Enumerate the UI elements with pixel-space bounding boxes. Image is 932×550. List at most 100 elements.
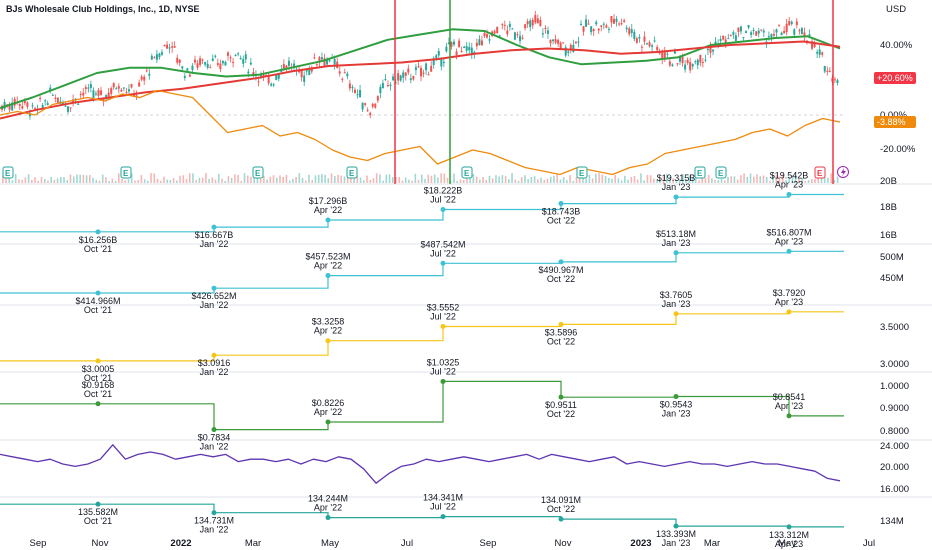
volume-bar bbox=[682, 174, 684, 183]
candle-body bbox=[427, 74, 430, 76]
volume-bar bbox=[462, 180, 465, 183]
candle-body bbox=[323, 58, 326, 67]
volume-bar bbox=[459, 179, 462, 183]
candle-body bbox=[816, 52, 819, 54]
price-y-tick: -20.00% bbox=[880, 144, 916, 155]
volume-bar bbox=[524, 175, 526, 183]
candle-body bbox=[729, 34, 732, 36]
candle-body bbox=[219, 63, 222, 70]
candle-body bbox=[326, 60, 329, 65]
candle-body bbox=[534, 15, 537, 23]
volume-bar bbox=[778, 176, 781, 183]
candle-body bbox=[120, 89, 123, 92]
volume-bar bbox=[653, 178, 655, 183]
volume-bar bbox=[501, 175, 504, 183]
volume-bar bbox=[111, 178, 114, 183]
volume-bar bbox=[311, 179, 314, 183]
volume-bar bbox=[350, 177, 352, 183]
candle-body bbox=[153, 57, 156, 59]
candle-body bbox=[328, 60, 331, 62]
volume-bar bbox=[433, 174, 436, 183]
volume-bar bbox=[723, 180, 726, 183]
candle-body bbox=[557, 39, 560, 44]
volume-bar bbox=[701, 176, 704, 183]
ratio-y-tick: 0.8000 bbox=[880, 426, 909, 437]
candle-body bbox=[270, 83, 273, 86]
volume-bar bbox=[379, 174, 381, 183]
shares-point bbox=[558, 516, 564, 522]
volume-bar bbox=[362, 180, 365, 183]
ratio-point bbox=[95, 401, 101, 407]
candle-body bbox=[780, 32, 783, 36]
volume-bar bbox=[234, 174, 236, 183]
volume-bar bbox=[578, 177, 581, 183]
candle-body bbox=[595, 21, 598, 25]
volume-bar bbox=[169, 180, 172, 183]
candle-body bbox=[628, 28, 631, 35]
earnings-marker bbox=[461, 166, 473, 179]
valuation-y-tick: 16.000 bbox=[880, 484, 909, 495]
volume-bar bbox=[327, 178, 330, 183]
volume-bar bbox=[95, 179, 98, 183]
volume-bar bbox=[308, 174, 310, 183]
candle-body bbox=[734, 35, 737, 41]
x-tick-label: Jul bbox=[401, 538, 413, 549]
volume-bar bbox=[172, 178, 175, 183]
volume-bar bbox=[672, 178, 674, 183]
volume-bar bbox=[79, 174, 81, 183]
candle-body bbox=[579, 23, 582, 26]
volume-bar bbox=[414, 173, 417, 183]
volume-bar bbox=[34, 177, 36, 183]
candle-body bbox=[353, 89, 356, 94]
candle-body bbox=[455, 51, 458, 56]
volume-bar bbox=[408, 179, 410, 183]
candle-body bbox=[414, 67, 417, 71]
candle-body bbox=[643, 36, 646, 42]
candle-body bbox=[333, 58, 336, 65]
volume-bar bbox=[292, 178, 294, 183]
ratio-date-label: Apr '22 bbox=[314, 407, 342, 417]
volume-bar bbox=[340, 175, 343, 183]
volume-bar bbox=[617, 178, 620, 183]
shares-value-label: 134.091M bbox=[541, 495, 581, 505]
volume-bar bbox=[343, 176, 346, 183]
candle-body bbox=[453, 41, 456, 45]
volume-bar bbox=[401, 180, 404, 183]
grid-layer bbox=[0, 114, 932, 498]
candle-body bbox=[138, 82, 141, 87]
candle-body bbox=[432, 58, 435, 66]
volume-bar bbox=[211, 177, 214, 183]
candle-body bbox=[524, 24, 527, 29]
candle-body bbox=[577, 41, 580, 43]
volume-bar bbox=[546, 178, 549, 183]
x-tick-label: Nov bbox=[92, 538, 109, 549]
ratio-point bbox=[673, 394, 679, 400]
candle-body bbox=[407, 68, 410, 73]
candle-body bbox=[110, 88, 113, 94]
candle-body bbox=[630, 29, 633, 33]
volume-bar bbox=[382, 180, 384, 183]
shares-date-label: Jan '23 bbox=[662, 538, 691, 548]
volume-bar bbox=[817, 178, 820, 183]
candle-body bbox=[8, 105, 11, 110]
candle-body bbox=[587, 23, 590, 25]
candle-body bbox=[620, 23, 623, 25]
gross-profit-date-label: Jan '22 bbox=[200, 300, 229, 310]
volume-bar bbox=[620, 180, 623, 183]
candle-body bbox=[107, 92, 110, 97]
candle-body bbox=[417, 66, 420, 68]
candle-body bbox=[648, 42, 651, 47]
eps-date-label: Jan '23 bbox=[662, 299, 691, 309]
revenue-point bbox=[558, 201, 564, 207]
candle-body bbox=[280, 69, 283, 72]
candle-body bbox=[252, 72, 255, 76]
candle-body bbox=[552, 39, 555, 42]
gross-profit-date-label: Oct '22 bbox=[547, 274, 575, 284]
eps-y-tick: 3.5000 bbox=[880, 322, 909, 333]
volume-bar bbox=[224, 180, 226, 183]
candle-body bbox=[166, 44, 169, 49]
earnings-marker-label: E bbox=[718, 169, 724, 178]
revenue-value-label: $18.743B bbox=[542, 207, 581, 217]
volume-bar bbox=[823, 173, 826, 183]
